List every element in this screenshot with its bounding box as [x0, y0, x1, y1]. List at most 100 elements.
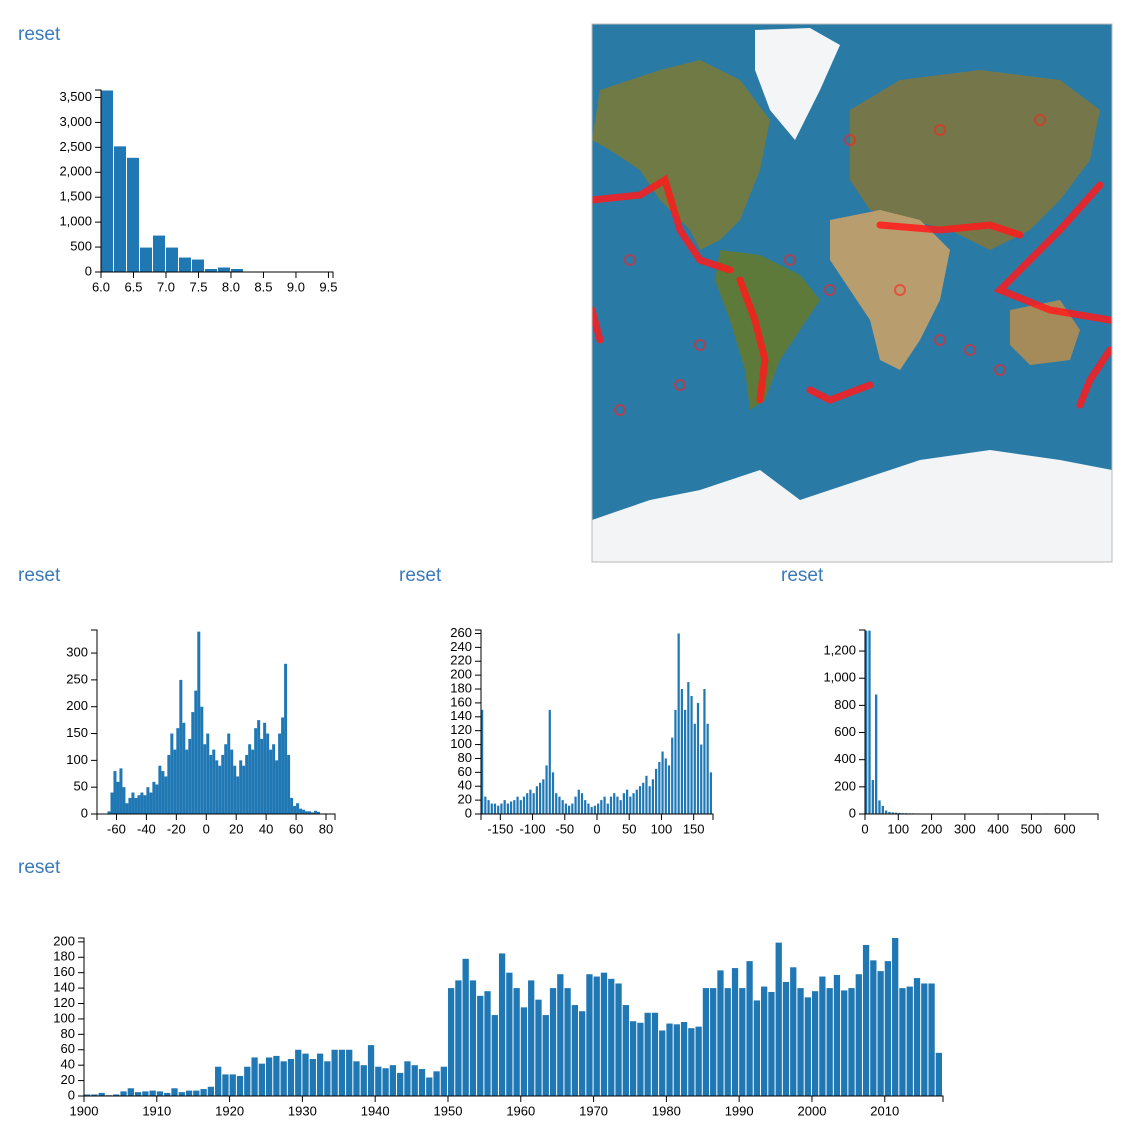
bar: [622, 1005, 629, 1096]
bar: [469, 980, 477, 1096]
x-tick-label: 9.5: [319, 279, 337, 294]
bar: [254, 728, 258, 814]
bar: [455, 980, 462, 1096]
bar: [693, 723, 696, 814]
quake-band: [592, 174, 734, 274]
reset-link[interactable]: reset: [399, 565, 442, 586]
bar: [397, 1072, 404, 1096]
y-tick-label: 0: [81, 805, 88, 820]
y-tick-label: 1,000: [59, 214, 92, 229]
y-tick-label: 20: [458, 792, 472, 807]
bar: [855, 974, 862, 1096]
bar: [273, 1055, 280, 1096]
y-tick-label: 160: [450, 694, 472, 709]
x-tick-label: 1940: [361, 1103, 390, 1118]
x-tick-label: 50: [622, 821, 636, 836]
x-tick-label: 1950: [434, 1103, 463, 1118]
bar: [848, 988, 855, 1096]
bar: [935, 1052, 942, 1096]
reset-link[interactable]: reset: [781, 565, 824, 586]
bar: [215, 1066, 222, 1096]
bar: [185, 1090, 193, 1096]
bar: [775, 942, 782, 1096]
bar: [659, 1030, 666, 1096]
bar: [194, 690, 198, 814]
bar: [284, 663, 288, 814]
x-tick-label: 1990: [725, 1103, 754, 1118]
quake: [964, 344, 976, 356]
bar: [593, 805, 596, 814]
bar: [239, 760, 243, 814]
y-tick-label: 100: [450, 736, 472, 751]
bar: [101, 90, 113, 272]
bar: [888, 811, 891, 814]
y-tick-label: 0: [849, 805, 856, 820]
bar: [500, 803, 503, 814]
bar: [122, 787, 126, 814]
bar: [257, 720, 261, 814]
bar: [616, 796, 619, 814]
bar: [603, 796, 606, 814]
bar: [539, 782, 542, 814]
x-tick-label: 6.5: [124, 279, 142, 294]
bar: [892, 938, 899, 1096]
y-tick-label: 1,200: [823, 642, 856, 657]
bar: [293, 805, 297, 814]
bar: [680, 689, 683, 814]
map: [591, 23, 1113, 563]
bar: [899, 988, 906, 1096]
bar: [477, 995, 484, 1096]
bar: [487, 800, 490, 814]
y-tick-label: 180: [450, 680, 472, 695]
reset-link[interactable]: reset: [18, 24, 61, 45]
y-tick-label: 160: [53, 964, 75, 979]
reset-link[interactable]: reset: [18, 857, 61, 878]
bar: [229, 1074, 236, 1096]
bar: [212, 749, 216, 814]
bar: [110, 792, 114, 814]
quake: [934, 124, 946, 136]
bar: [768, 991, 775, 1096]
y-tick-label: 80: [61, 1026, 75, 1041]
y-tick-label: 220: [450, 653, 472, 668]
bar: [564, 988, 571, 1096]
bar: [739, 988, 746, 1096]
y-tick-label: 40: [458, 778, 472, 793]
bar: [513, 800, 516, 814]
antarctica: [592, 450, 1112, 562]
bar: [242, 765, 246, 814]
bar: [272, 744, 276, 814]
earthquake-markers: [592, 174, 1112, 409]
reset-link[interactable]: reset: [18, 565, 61, 586]
bar: [91, 1094, 98, 1096]
y-tick-label: 0: [68, 1087, 75, 1102]
x-tick-label: 0: [203, 821, 210, 836]
y-axis: [91, 629, 98, 815]
bar: [503, 800, 506, 814]
bar: [265, 1057, 273, 1096]
bar: [644, 1012, 651, 1096]
bar: [506, 972, 513, 1096]
bar: [671, 737, 674, 814]
bar: [696, 702, 700, 814]
bar: [661, 751, 664, 814]
bar: [558, 796, 561, 814]
bar: [176, 728, 180, 814]
y-tick-label: 400: [834, 751, 856, 766]
bar: [193, 1090, 200, 1096]
x-tick-label: -150: [487, 821, 513, 836]
bar: [179, 679, 183, 814]
bar: [865, 630, 868, 814]
bar: [173, 749, 177, 814]
bar: [695, 1026, 702, 1096]
bar: [158, 765, 162, 814]
y-tick-label: 2,500: [59, 139, 92, 154]
bar: [561, 800, 564, 814]
quake-band: [592, 306, 604, 344]
x-tick-label: 7.5: [189, 279, 207, 294]
bar: [215, 760, 219, 814]
bar: [302, 1053, 309, 1096]
x-tick-label: 80: [319, 821, 333, 836]
y-tick-label: 500: [70, 239, 92, 254]
bar: [884, 810, 888, 814]
